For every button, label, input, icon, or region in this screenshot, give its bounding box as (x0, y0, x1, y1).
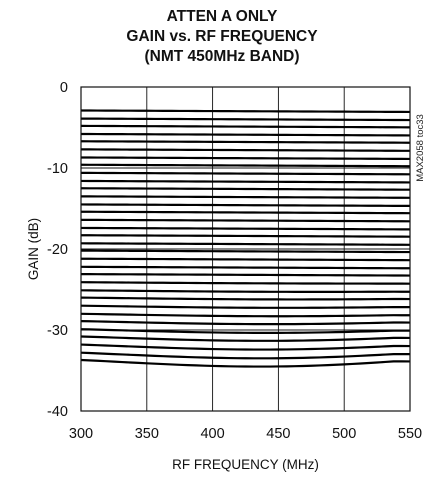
x-tick-label: 450 (266, 426, 290, 442)
gain-curve (80, 148, 411, 152)
gain-curve (80, 312, 411, 318)
gain-curve (80, 351, 411, 360)
gain-curve (80, 234, 411, 238)
chart-title-line-2: GAIN vs. RF FREQUENCY (126, 28, 318, 45)
gain-curve (80, 179, 411, 184)
gain-curve (80, 289, 411, 293)
x-tick-labels: 300 350 400 450 500 550 (69, 426, 422, 442)
y-tick-label: -40 (47, 404, 68, 420)
gain-curve (80, 281, 411, 285)
y-tick-label: -30 (47, 323, 68, 339)
gain-curve (80, 328, 411, 334)
x-tick-label: 350 (135, 426, 159, 442)
gain-curve (80, 242, 411, 246)
gain-curve (80, 132, 411, 137)
gain-curve (80, 109, 411, 114)
gain-curve (80, 163, 411, 168)
gain-curve (80, 218, 411, 223)
gain-curve (80, 343, 411, 351)
gain-curve (80, 304, 411, 309)
chart-title-line-3: (NMT 450MHz BAND) (145, 48, 300, 65)
gain-curve (80, 249, 411, 254)
gain-curve (80, 257, 411, 262)
series-group (80, 109, 411, 368)
gain-curve (80, 195, 411, 199)
figure-id-watermark: MAX2058 toc33 (415, 114, 426, 182)
gain-curve (80, 296, 411, 301)
x-tick-label: 500 (332, 426, 356, 442)
gain-curve (80, 358, 411, 368)
x-axis-label: RF FREQUENCY (MHz) (172, 457, 319, 472)
y-tick-labels: 0 -10 -20 -30 -40 (47, 80, 68, 420)
x-tick-label: 400 (200, 426, 224, 442)
gain-curve (80, 187, 411, 191)
gain-curve (80, 226, 411, 231)
gain-curve (80, 210, 411, 215)
gain-curve (80, 140, 411, 144)
y-tick-label: -10 (47, 161, 68, 177)
y-axis-label: GAIN (dB) (26, 218, 41, 280)
gain-curve (80, 124, 411, 129)
y-tick-label: -20 (47, 242, 68, 258)
x-tick-label: 300 (69, 426, 93, 442)
gain-curve (80, 273, 411, 277)
gain-curve (80, 156, 411, 161)
gain-curve (80, 203, 411, 208)
gain-curve (80, 335, 411, 342)
gain-curve (80, 171, 411, 176)
gain-curve (80, 117, 411, 122)
x-tick-label: 550 (398, 426, 422, 442)
gain-curve (80, 265, 411, 270)
y-tick-label: 0 (60, 80, 68, 96)
plot-frame (80, 86, 411, 412)
gain-curve (80, 319, 411, 326)
chart-title-line-1: ATTEN A ONLY (167, 8, 278, 25)
